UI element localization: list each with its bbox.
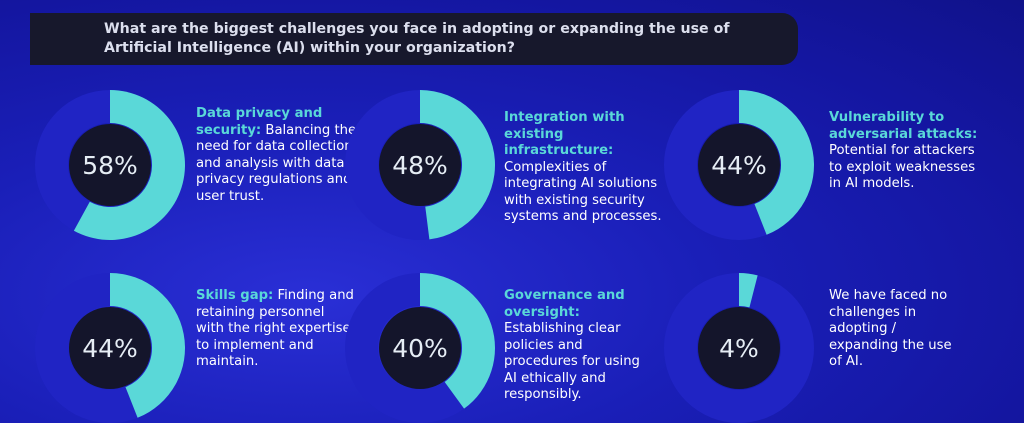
challenge-text: Potential for attackers to exploit weakn… xyxy=(829,143,976,191)
percent-label: 4% xyxy=(719,333,759,363)
donut-svg xyxy=(345,90,495,240)
donut-arc xyxy=(420,90,495,240)
challenge-description: Governance and oversight: Establishing c… xyxy=(504,288,644,404)
percent-label: 44% xyxy=(82,333,138,363)
donut-svg xyxy=(35,273,185,423)
donut-center xyxy=(69,307,151,389)
donut-center xyxy=(698,307,780,389)
challenge-heading: Vulnerability to adversarial attacks: xyxy=(829,110,978,142)
donut-center xyxy=(698,124,780,206)
challenge-description: We have faced no challenges in adopting … xyxy=(829,288,957,371)
donut-chart-data-privacy: 58% xyxy=(35,90,185,240)
challenge-text: We have faced no challenges in adopting … xyxy=(829,288,952,369)
donut-svg xyxy=(664,273,814,423)
challenge-text: Balancing the need for data collection a… xyxy=(196,122,357,204)
challenge-heading: Skills gap: xyxy=(196,288,274,303)
donut-arc xyxy=(420,273,495,409)
donut-chart-adversarial: 44% xyxy=(664,90,814,240)
challenge-text: Finding and retaining personnel with the… xyxy=(196,288,354,369)
percent-label: 58% xyxy=(82,150,138,180)
donut-svg xyxy=(35,90,185,240)
donut-arc xyxy=(739,90,814,235)
challenge-heading: Integration with existing infrastructure… xyxy=(504,110,625,158)
donut-center xyxy=(69,124,151,206)
challenge-description: Skills gap: Finding and retaining person… xyxy=(196,288,356,371)
donut-center xyxy=(379,307,461,389)
donut-arc xyxy=(739,273,758,308)
challenge-description: Integration with existing infrastructure… xyxy=(504,110,672,226)
percent-label: 40% xyxy=(392,333,448,363)
challenge-text: Establishing clear policies and procedur… xyxy=(504,321,640,402)
donut-svg xyxy=(345,273,495,423)
challenge-description: Data privacy and security: Balancing the… xyxy=(196,106,376,205)
donut-chart-governance: 40% xyxy=(345,273,495,423)
percent-label: 44% xyxy=(711,150,767,180)
donut-chart-skills-gap: 44% xyxy=(35,273,185,423)
question-banner: What are the biggest challenges you face… xyxy=(30,13,798,65)
donut-chart-integration: 48% xyxy=(345,90,495,240)
donut-center xyxy=(379,124,461,206)
donut-svg xyxy=(664,90,814,240)
question-text: What are the biggest challenges you face… xyxy=(104,21,730,56)
challenge-text: Complexities of integrating AI solutions… xyxy=(504,159,662,225)
donut-arc xyxy=(73,90,185,240)
donut-chart-no-challenges: 4% xyxy=(664,273,814,423)
challenge-description: Vulnerability to adversarial attacks: Po… xyxy=(829,110,989,193)
challenge-heading: Governance and oversight: xyxy=(504,288,625,320)
challenge-heading: Data privacy and security: xyxy=(196,106,323,138)
donut-arc xyxy=(110,273,185,418)
percent-label: 48% xyxy=(392,150,448,180)
